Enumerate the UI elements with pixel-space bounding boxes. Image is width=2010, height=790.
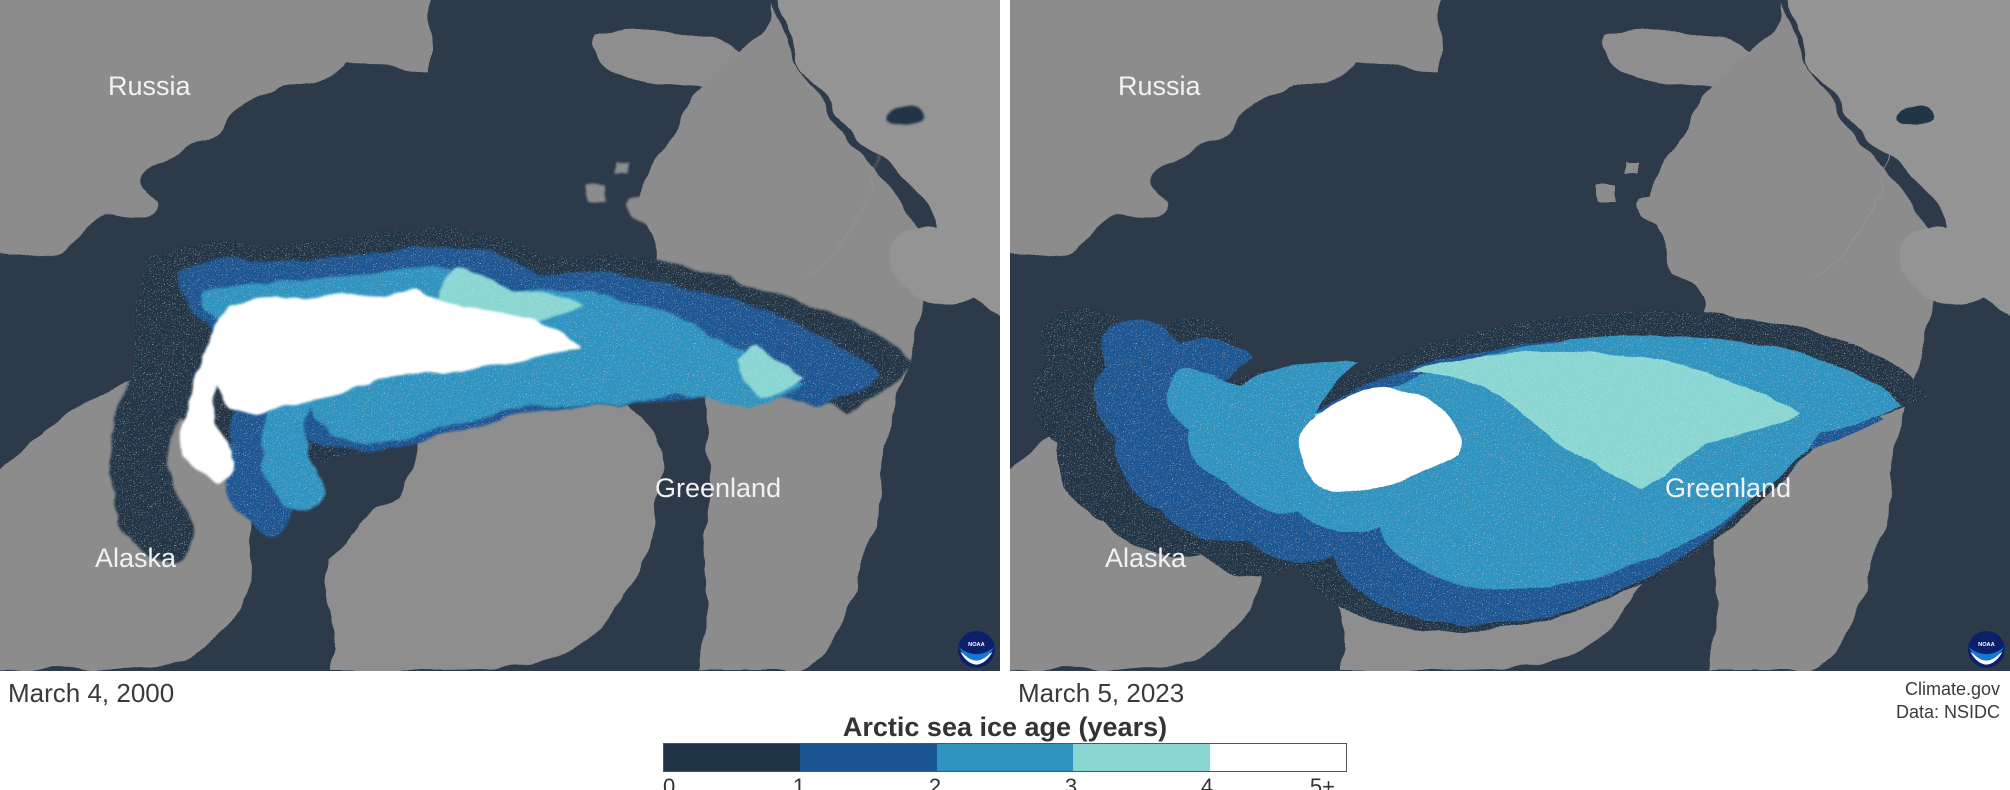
svg-text:Greenland: Greenland [1665, 473, 1791, 503]
svg-text:NOAA: NOAA [968, 642, 984, 648]
svg-text:Alaska: Alaska [95, 543, 177, 573]
svg-text:Alaska: Alaska [1105, 543, 1187, 573]
svg-text:Russia: Russia [108, 71, 192, 101]
svg-text:Russia: Russia [1118, 71, 1202, 101]
svg-text:NOAA: NOAA [1978, 642, 1994, 648]
svg-text:Greenland: Greenland [655, 473, 781, 503]
